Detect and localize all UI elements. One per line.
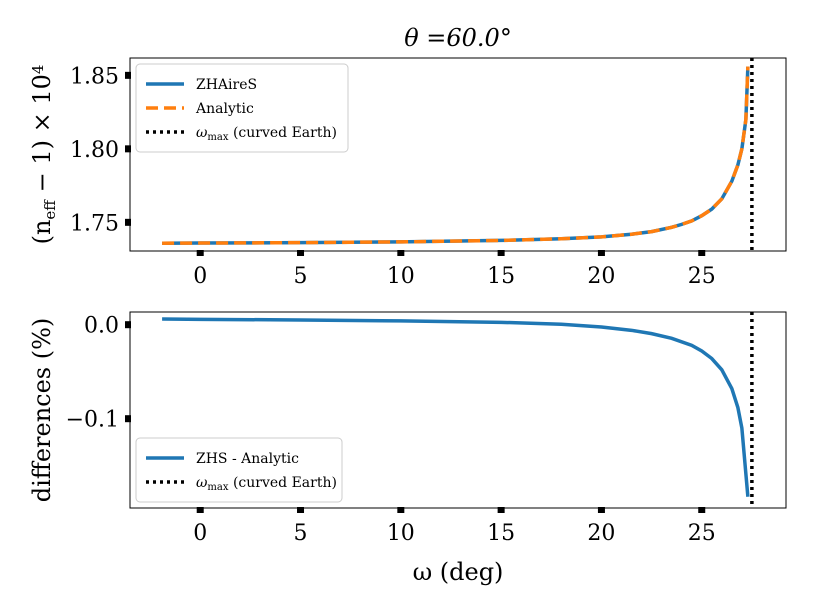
y-tick-mark	[125, 321, 131, 329]
x-tick-mark	[397, 507, 405, 513]
x-tick-mark	[196, 250, 204, 256]
legend-label: Analytic	[195, 101, 254, 117]
legend-label: ZHS - Analytic	[196, 451, 299, 467]
y-tick-mark	[125, 145, 131, 153]
y-tick-mark	[125, 71, 131, 79]
series-line-zhs-analytic	[162, 317, 750, 497]
y-axis-label: (neff − 1) × 104	[28, 65, 59, 245]
x-tick-mark	[597, 507, 605, 513]
panel-top: 0 5 10 15 20 25 1.75 1.80 1.85 θ =60.0° (neff − 1)…	[28, 24, 787, 289]
legend-box	[135, 63, 349, 153]
x-tick-mark	[297, 507, 305, 513]
x-tick-label: 20	[587, 521, 615, 546]
x-tick-mark	[397, 250, 405, 256]
legend: ZHS - Analytic ωmax (curved Earth)	[135, 437, 343, 503]
axes-frame	[129, 57, 787, 252]
legend: ZHAireS Analytic ωmax (curved Earth)	[135, 63, 349, 153]
legend-label: ZHAireS	[196, 77, 257, 93]
axes-frame	[129, 311, 787, 509]
x-tick-label: 10	[387, 521, 415, 546]
x-tick-label: 15	[487, 521, 515, 546]
legend-label: ωmax (curved Earth)	[196, 475, 337, 493]
x-tick-label: 15	[487, 264, 515, 289]
y-tick-label: 0.0	[84, 314, 119, 339]
legend-box	[135, 437, 343, 503]
x-tick-label: 25	[688, 264, 716, 289]
x-tick-mark	[698, 250, 706, 256]
y-tick-mark	[125, 218, 131, 226]
x-tick-label: 25	[688, 521, 716, 546]
x-axis-label: ω (deg)	[413, 558, 504, 586]
x-tick-mark	[196, 507, 204, 513]
x-tick-mark	[597, 250, 605, 256]
series-line-analytic	[162, 66, 750, 245]
legend-label: ωmax (curved Earth)	[196, 125, 337, 143]
y-tick-label: −0.1	[66, 408, 119, 433]
x-tick-mark	[497, 250, 505, 256]
y-tick-label: 1.80	[70, 138, 119, 163]
x-tick-label: 20	[587, 264, 615, 289]
x-tick-mark	[297, 250, 305, 256]
x-tick-label: 0	[193, 264, 207, 289]
x-tick-mark	[497, 507, 505, 513]
y-tick-label: 1.85	[70, 64, 119, 89]
chart-title: θ =60.0°	[404, 24, 512, 52]
x-tick-label: 10	[387, 264, 415, 289]
x-tick-label: 5	[294, 264, 308, 289]
x-tick-label: 5	[294, 521, 308, 546]
y-tick-mark	[125, 415, 131, 423]
panel-bottom: 0 5 10 15 20 25 0.0 −0.1 differences (%) ω (deg) Z…	[28, 311, 787, 586]
x-tick-label: 0	[193, 521, 207, 546]
y-tick-label: 1.75	[70, 211, 119, 236]
x-tick-mark	[698, 507, 706, 513]
y-axis-label: differences (%)	[28, 318, 56, 503]
